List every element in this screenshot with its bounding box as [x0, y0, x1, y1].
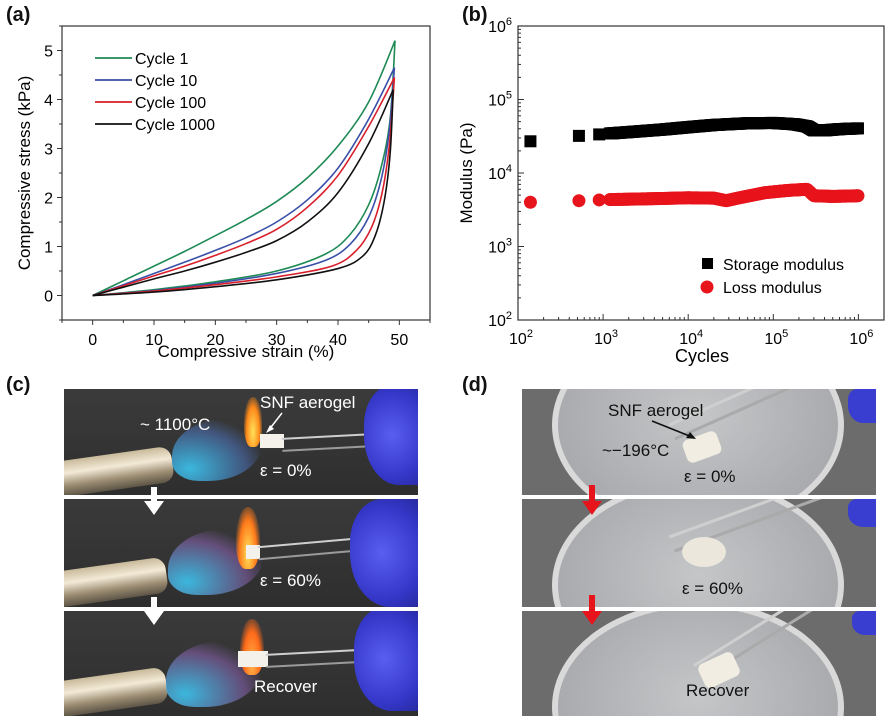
tick-label: 104: [679, 328, 703, 348]
chart-b-frame: [517, 25, 885, 321]
orange-flame: [244, 397, 262, 447]
panel-c-pointer-arrow: [266, 412, 283, 433]
torch-nozzle: [64, 666, 169, 716]
series-cycle-1000-loading: [92, 89, 394, 297]
data-point: [851, 189, 865, 203]
data-point: [524, 135, 537, 148]
panel-c-photo-sequence: ~ 1100°C SNF aerogel ε = 0% ε = 60% Reco…: [64, 389, 418, 716]
panel-d-label: (d): [462, 374, 488, 396]
aerogel-sample: [260, 434, 284, 448]
panel-d-strip-caption: ε = 60%: [682, 579, 743, 598]
x-tick-label: 50: [390, 332, 408, 349]
data-point: [592, 193, 606, 207]
legend-label: Cycle 10: [135, 73, 197, 90]
orange-flame: [236, 507, 260, 569]
aerogel-sample: [238, 651, 268, 667]
y-tick-label: 4: [44, 93, 53, 110]
panel-d-temperature: ~−196°C: [602, 441, 670, 460]
chart-a-legend: Cycle 1 Cycle 10 Cycle 100 Cycle 1000: [95, 51, 215, 134]
panel-d-sample-label: SNF aerogel: [608, 401, 704, 420]
x-tick-label: 30: [268, 332, 286, 349]
chart-a-frame: [61, 25, 431, 321]
series-cycle-100-unloading: [92, 77, 396, 297]
panel-c-down-arrow-icon: [144, 597, 164, 625]
series-cycle-10-loading: [92, 67, 396, 297]
gloved-hand: [848, 389, 876, 423]
panel-d-strip-0: SNF aerogel ~−196°C ε = 0%: [522, 389, 876, 495]
chart-a-stress-strain: 0 10 20 30 40 50 0 1 2 3 4 5 Compressive strain (%)…: [15, 25, 431, 361]
chart-a-xlabel: Compressive strain (%): [158, 342, 335, 361]
legend-marker: [700, 280, 714, 294]
panel-d-strip-caption: ε = 0%: [684, 467, 736, 486]
gloved-hand: [852, 611, 876, 635]
x-tick-label: 20: [206, 332, 224, 349]
tick-label: 102: [509, 328, 533, 348]
panel-c-strip-0: ~ 1100°C SNF aerogel ε = 0%: [64, 389, 418, 495]
chart-b-modulus-cycles: 102 103 104 105 106 102 103 104 105 106 Cycles Mo…: [457, 16, 885, 366]
legend-label: Cycle 1000: [135, 117, 215, 134]
tick-label: 104: [488, 163, 512, 183]
panel-c-strip-2: Recover: [64, 611, 418, 716]
y-tick-label: 0: [44, 289, 53, 306]
data-point: [572, 129, 585, 142]
gloved-hand: [354, 611, 418, 711]
panel-d-strip-caption: Recover: [686, 681, 750, 700]
data-point: [593, 128, 606, 141]
panel-c-temperature: ~ 1100°C: [140, 415, 211, 434]
panel-c-strip-caption: ε = 60%: [260, 571, 321, 590]
panel-c-strip-1: ε = 60%: [64, 499, 418, 607]
panel-d-strip-2: Recover: [522, 611, 876, 716]
y-tick-label: 1: [44, 240, 53, 257]
series-cycle-1-loading: [92, 40, 396, 297]
y-tick-label: 5: [44, 44, 53, 61]
panel-c-strip-caption: ε = 0%: [260, 461, 312, 480]
legend-label: Cycle 1: [135, 51, 188, 68]
tick-label: 102: [488, 310, 512, 330]
legend-label: Storage modulus: [723, 257, 844, 274]
panel-d-pointer-arrow: [651, 420, 696, 439]
tick-label: 106: [849, 328, 873, 348]
data-point: [523, 195, 537, 209]
chart-b-legend: Storage modulus Loss modulus: [700, 257, 844, 297]
panel-a-label: (a): [6, 4, 31, 26]
panel-d-photo-sequence: SNF aerogel ~−196°C ε = 0% ε = 60% Recov…: [522, 389, 876, 716]
y-tick-label: 3: [44, 142, 53, 159]
legend-label: Loss modulus: [723, 280, 822, 297]
tick-label: 105: [764, 328, 788, 348]
series-storage-modulus: [524, 116, 864, 148]
panel-d-down-arrow-icon: [582, 485, 602, 515]
tick-label: 105: [488, 90, 512, 110]
gloved-hand: [364, 389, 418, 485]
data-point: [572, 194, 586, 208]
panel-c-strip-caption: Recover: [254, 677, 318, 696]
series-cycle-10-unloading: [92, 67, 396, 297]
panel-d-down-arrow-icon: [582, 595, 602, 625]
panel-b-label: (b): [462, 4, 488, 26]
series-cycle-100-loading: [92, 77, 396, 297]
chart-b-xlabel: Cycles: [675, 346, 729, 366]
x-tick-label: 0: [88, 332, 97, 349]
tick-label: 103: [488, 237, 512, 257]
panel-d-strip-1: ε = 60%: [522, 499, 876, 607]
tick-label: 106: [488, 16, 512, 36]
panel-c-sample-label: SNF aerogel: [260, 393, 356, 412]
aerogel-sample: [682, 537, 726, 567]
series-loss-modulus: [523, 182, 865, 209]
data-point: [851, 122, 864, 135]
series-cycle-1000-unloading: [92, 89, 394, 297]
chart-a-ylabel: Compressive stress (kPa): [15, 76, 34, 271]
chart-b-ylabel: Modulus (Pa): [457, 122, 476, 223]
gloved-hand: [848, 499, 876, 527]
legend-marker: [702, 258, 713, 269]
legend-label: Cycle 100: [135, 95, 206, 112]
y-tick-label: 2: [44, 191, 53, 208]
tick-label: 103: [594, 328, 618, 348]
series-cycle-1-unloading: [92, 40, 396, 297]
panel-c-down-arrow-icon: [144, 487, 164, 515]
aerogel-sample: [246, 545, 260, 559]
panel-c-label: (c): [6, 374, 31, 396]
x-tick-label: 40: [329, 332, 347, 349]
gloved-hand: [350, 499, 418, 607]
x-tick-label: 10: [145, 332, 163, 349]
